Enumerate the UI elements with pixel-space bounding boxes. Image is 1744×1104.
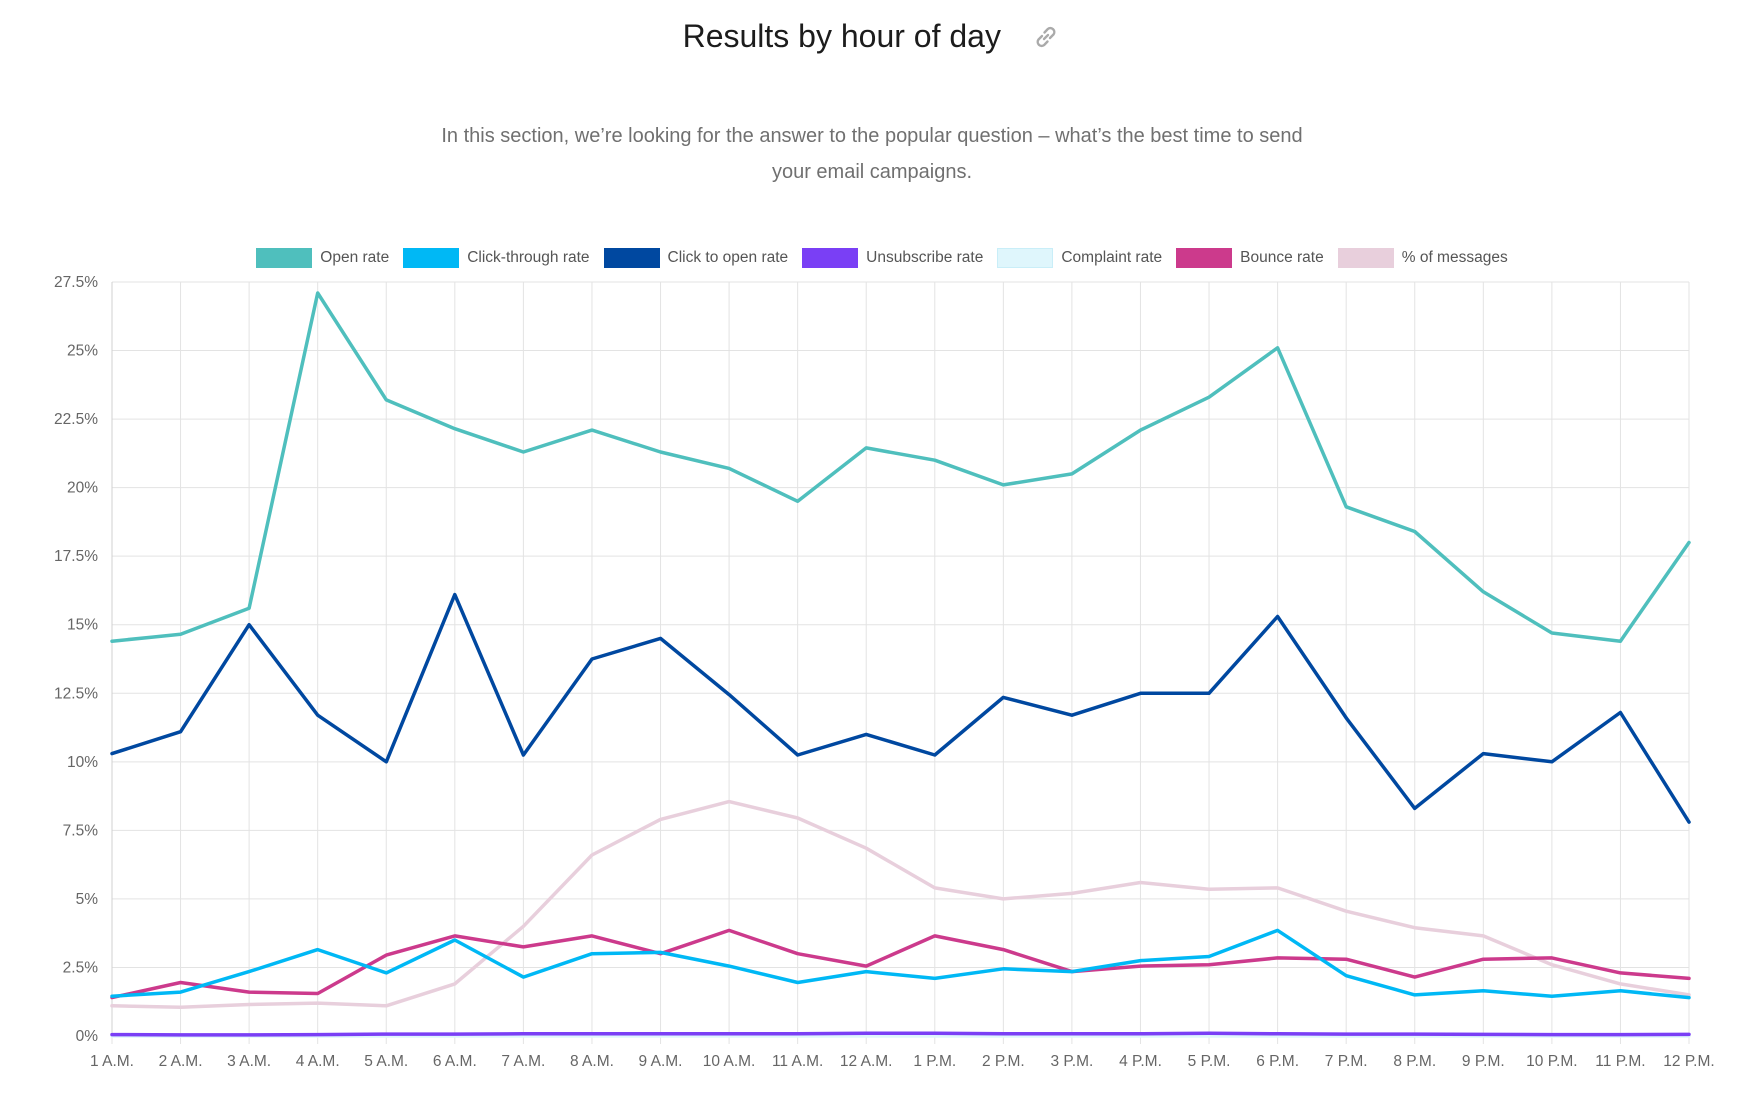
x-tick-label: 2 A.M. (159, 1053, 203, 1070)
legend-label: Open rate (320, 249, 390, 266)
x-tick-label: 12 P.M. (1663, 1053, 1714, 1070)
y-tick-label: 17.5% (54, 548, 98, 565)
x-tick-label: 4 P.M. (1119, 1053, 1162, 1070)
y-tick-label: 5% (76, 891, 99, 908)
y-tick-label: 2.5% (63, 959, 99, 976)
series-line-open-rate (110, 291, 1691, 643)
page-title: Results by hour of day (682, 18, 1001, 54)
series-line--of-messages (110, 799, 1691, 1009)
x-tick-label: 9 P.M. (1462, 1053, 1505, 1070)
y-tick-label: 22.5% (54, 411, 98, 428)
y-tick-label: 27.5% (54, 274, 98, 291)
legend-item[interactable]: Open rate (256, 248, 389, 268)
x-tick-label: 11 A.M. (772, 1053, 823, 1070)
legend-swatch (603, 248, 660, 268)
x-tick-label: 9 A.M. (639, 1053, 683, 1070)
legend-label: Click to open rate (667, 249, 789, 266)
legend-label: Click-through rate (467, 249, 590, 266)
header: Results by hour of day (0, 18, 1744, 55)
legend-label: Complaint rate (1061, 249, 1163, 266)
x-tick-label: 12 A.M. (840, 1053, 893, 1070)
legend-label: % of messages (1401, 249, 1508, 266)
legend-swatch (1176, 248, 1233, 268)
x-tick-label: 2 P.M. (982, 1053, 1025, 1070)
series-line-bounce-rate (110, 928, 1691, 1000)
x-tick-label: 5 P.M. (1188, 1053, 1231, 1070)
legend-swatch (802, 248, 859, 268)
legend-item[interactable]: Complaint rate (997, 248, 1162, 268)
x-tick-label: 7 P.M. (1325, 1053, 1368, 1070)
series-line-unsubscribe-rate (110, 1031, 1691, 1037)
y-tick-label: 10% (67, 754, 98, 771)
legend-item[interactable]: Bounce rate (1176, 248, 1324, 268)
legend-item[interactable]: Click-through rate (403, 248, 590, 268)
x-tick-label: 5 A.M. (364, 1053, 408, 1070)
y-tick-label: 12.5% (54, 685, 98, 702)
x-tick-label: 6 P.M. (1256, 1053, 1299, 1070)
x-tick-label: 10 A.M. (703, 1053, 756, 1070)
link-icon[interactable] (1031, 22, 1061, 52)
x-tick-label: 4 A.M. (296, 1053, 340, 1070)
description-line: In this section, we’re looking for the a… (441, 125, 1303, 147)
x-tick-label: 3 P.M. (1051, 1053, 1094, 1070)
legend-item[interactable]: % of messages (1337, 248, 1508, 268)
x-tick-label: 8 A.M. (570, 1053, 614, 1070)
x-tick-label: 1 P.M. (913, 1053, 956, 1070)
x-tick-label: 7 A.M. (501, 1053, 545, 1070)
x-tick-label: 10 P.M. (1526, 1053, 1577, 1070)
y-tick-label: 20% (67, 480, 98, 497)
legend-item[interactable]: Click to open rate (603, 248, 789, 268)
x-tick-label: 1 A.M. (90, 1053, 134, 1070)
y-tick-label: 7.5% (63, 822, 99, 839)
y-tick-label: 25% (67, 343, 98, 360)
description-line: your email campaigns. (771, 161, 973, 183)
legend-swatch (997, 248, 1054, 268)
y-tick-label: 0% (76, 1028, 99, 1045)
x-tick-label: 8 P.M. (1393, 1053, 1436, 1070)
series-line-click-through-rate (110, 928, 1691, 1000)
series-line-click-to-open-rate (110, 592, 1691, 824)
legend-swatch (256, 248, 313, 268)
x-tick-label: 11 P.M. (1595, 1053, 1645, 1070)
x-tick-label: 6 A.M. (433, 1053, 477, 1070)
legend-label: Bounce rate (1240, 249, 1324, 266)
legend-swatch (403, 248, 460, 268)
legend-swatch (1337, 248, 1394, 268)
section-description: In this section, we’re looking for the a… (372, 118, 1372, 190)
y-tick-label: 15% (67, 617, 98, 634)
legend-item[interactable]: Unsubscribe rate (802, 248, 983, 268)
chart-legend: Open rate Click-through rate Click to open… (0, 248, 1744, 268)
legend-label: Unsubscribe rate (866, 249, 984, 266)
x-tick-label: 3 A.M. (227, 1053, 271, 1070)
